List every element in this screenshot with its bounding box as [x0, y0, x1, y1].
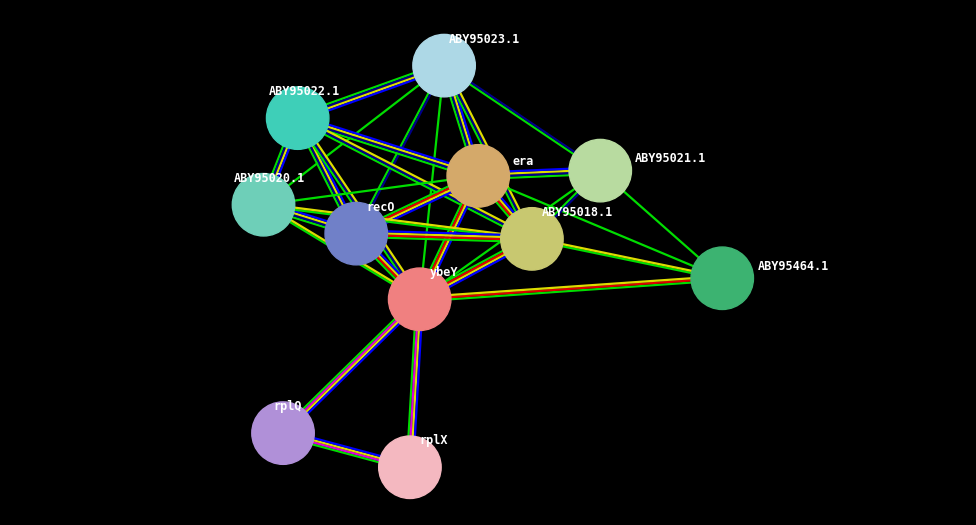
- Ellipse shape: [413, 35, 475, 97]
- Text: rplX: rplX: [420, 434, 448, 447]
- Text: recO: recO: [366, 201, 394, 214]
- Ellipse shape: [379, 436, 441, 498]
- Text: ABY95464.1: ABY95464.1: [757, 260, 829, 273]
- Ellipse shape: [691, 247, 753, 309]
- Ellipse shape: [232, 174, 295, 236]
- Ellipse shape: [447, 145, 509, 207]
- Ellipse shape: [388, 268, 451, 330]
- Ellipse shape: [266, 87, 329, 149]
- Text: ABY95023.1: ABY95023.1: [449, 33, 520, 46]
- Text: era: era: [512, 155, 534, 168]
- Text: ABY95022.1: ABY95022.1: [268, 85, 340, 98]
- Ellipse shape: [325, 203, 387, 265]
- Ellipse shape: [569, 140, 631, 202]
- Text: ABY95020.1: ABY95020.1: [234, 172, 305, 185]
- Text: ABY95018.1: ABY95018.1: [542, 206, 613, 219]
- Ellipse shape: [501, 208, 563, 270]
- Text: ybeY: ybeY: [429, 266, 458, 279]
- Text: rplQ: rplQ: [273, 400, 302, 413]
- Ellipse shape: [252, 402, 314, 464]
- Text: ABY95021.1: ABY95021.1: [634, 152, 706, 165]
